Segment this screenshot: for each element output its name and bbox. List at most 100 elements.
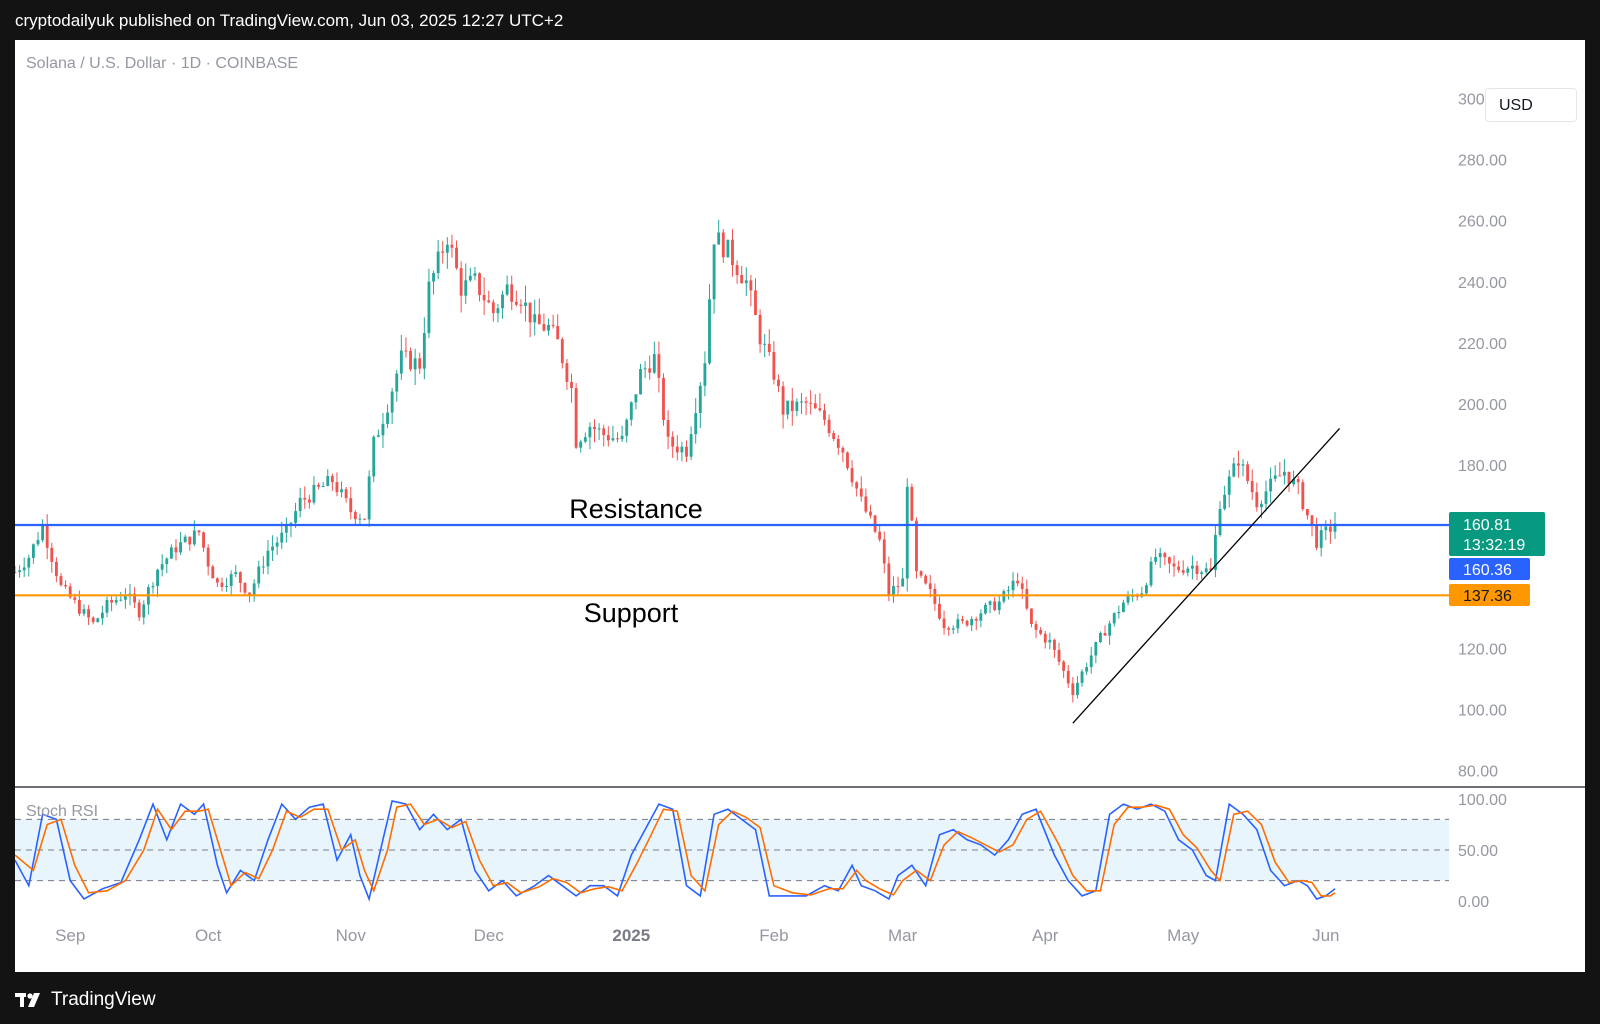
candle <box>275 536 279 555</box>
candle <box>988 600 992 614</box>
candle <box>809 390 813 415</box>
last-price-badge <box>1449 512 1545 556</box>
candle-body <box>303 497 307 500</box>
candle-body <box>1103 633 1107 636</box>
candle-body <box>570 381 573 389</box>
candle <box>1057 642 1061 666</box>
candle <box>133 587 137 609</box>
candle-body <box>588 426 592 438</box>
candle <box>758 309 762 353</box>
candle-body <box>114 600 118 603</box>
candle-body <box>869 511 872 516</box>
candle-body <box>1292 479 1296 485</box>
candle <box>1273 465 1277 482</box>
candle <box>892 576 895 603</box>
candle <box>965 619 969 628</box>
candle <box>54 557 58 583</box>
candle <box>376 429 380 438</box>
candle <box>160 554 164 577</box>
candle-body <box>36 540 40 545</box>
candle-body <box>841 447 845 453</box>
candle <box>1158 547 1162 569</box>
candle <box>119 591 123 602</box>
candle-body <box>524 302 527 306</box>
candle <box>749 274 753 307</box>
candle <box>1319 525 1323 557</box>
candle-body <box>859 488 863 497</box>
candle-body <box>340 489 343 493</box>
candle <box>211 564 215 579</box>
candle-body <box>367 476 371 520</box>
candle-body <box>970 618 974 626</box>
candle <box>110 595 114 612</box>
candle-body <box>1039 629 1043 634</box>
candle <box>436 240 440 280</box>
candle-body <box>726 239 730 258</box>
candle <box>1190 555 1194 580</box>
candle <box>229 570 233 597</box>
candle-body <box>956 619 960 629</box>
candle <box>1154 548 1158 565</box>
candle-body <box>1053 639 1056 650</box>
candle-body <box>836 438 840 448</box>
candle-body <box>280 532 284 543</box>
candle-body <box>533 314 537 323</box>
candle <box>726 239 730 258</box>
candle <box>560 337 564 369</box>
candle-body <box>1020 583 1024 589</box>
candle <box>105 596 109 618</box>
candle <box>537 298 541 325</box>
candle-body <box>1007 590 1010 592</box>
candle-body <box>96 618 100 623</box>
candle-body <box>597 428 601 430</box>
candle-body <box>919 571 923 576</box>
candle-body <box>680 446 684 453</box>
candle <box>1269 467 1273 504</box>
candle <box>712 244 716 314</box>
currency-selector[interactable]: USD <box>1485 88 1577 122</box>
candle-body <box>137 602 141 618</box>
candle-body <box>1255 492 1259 508</box>
candle-body <box>202 532 205 548</box>
support-value: 137.36 <box>1463 588 1512 605</box>
candle-body <box>542 324 546 331</box>
countdown-value: 13:32:19 <box>1463 537 1525 554</box>
candle-body <box>1011 580 1015 591</box>
candle <box>510 275 514 311</box>
candle <box>629 401 633 426</box>
candle <box>777 374 780 393</box>
candle <box>445 237 449 269</box>
candle <box>1305 508 1309 520</box>
candle <box>68 582 72 599</box>
candle-body <box>786 400 790 415</box>
candle-body <box>418 358 422 369</box>
chart-panel: 300.00 280.00 260.00 240.00 220.00 200.00 180.… <box>15 40 1585 972</box>
candle-body <box>50 547 54 562</box>
candle <box>570 373 573 403</box>
candle <box>565 359 569 390</box>
candle <box>243 582 247 595</box>
candle-body <box>358 518 362 520</box>
candle <box>1048 632 1052 650</box>
last-price-value: 160.81 <box>1463 517 1512 534</box>
candle <box>1076 676 1079 699</box>
candle-body <box>924 575 928 584</box>
candle-body <box>165 558 169 565</box>
candle <box>593 419 596 443</box>
time-tick-label: May <box>1167 926 1200 945</box>
candle <box>993 597 997 612</box>
candle-body <box>294 511 297 523</box>
candle-body <box>496 308 500 314</box>
candle <box>938 596 941 621</box>
candle <box>367 470 371 527</box>
candle-body <box>961 619 964 621</box>
candle <box>188 536 192 551</box>
candle-body <box>284 525 288 533</box>
time-tick-label: Mar <box>888 926 918 945</box>
tradingview-logo[interactable]: TradingView <box>15 986 156 1014</box>
candle-body <box>413 358 417 370</box>
candle <box>708 284 711 365</box>
candle <box>882 531 886 574</box>
candle <box>1108 620 1112 645</box>
stoch-tick-label: 100.00 <box>1458 792 1507 809</box>
